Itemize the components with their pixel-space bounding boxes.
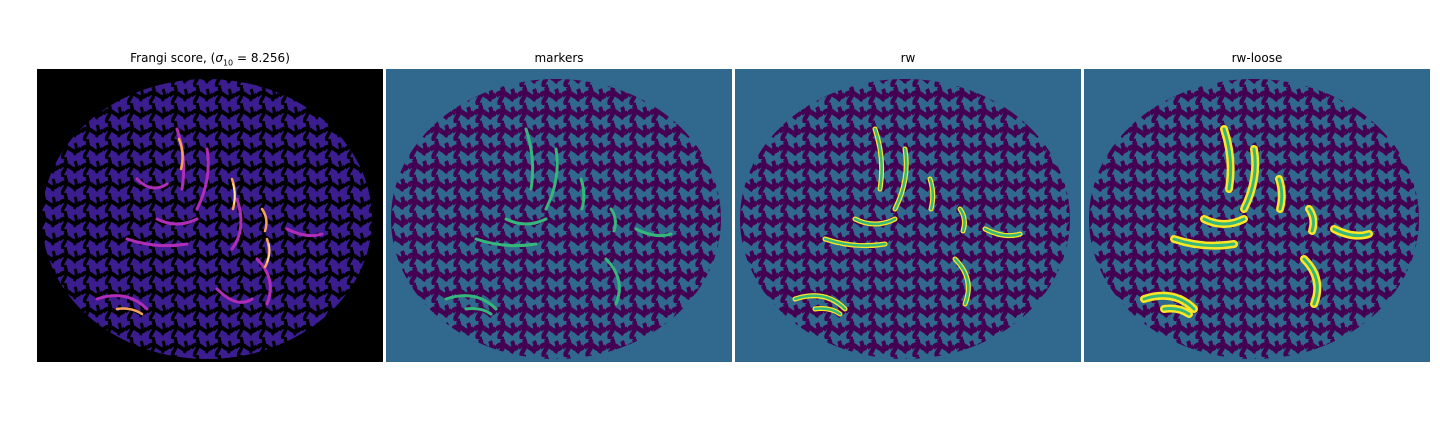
sigma-symbol: σ: [215, 51, 223, 65]
rw-loose-svg: [1084, 69, 1430, 362]
rw-panel-title: rw: [900, 51, 916, 65]
frangi-panel-title: Frangi score, (σ10 = 8.256): [37, 51, 383, 67]
title-prefix: Frangi score, (: [130, 51, 216, 65]
markers-image: [386, 69, 732, 362]
title-suffix: = 8.256): [233, 51, 290, 65]
markers-panel-title: markers: [534, 51, 584, 65]
rw-image: [735, 69, 1081, 362]
rw-svg: [735, 69, 1081, 362]
markers-svg: [386, 69, 732, 362]
sigma-subscript: 10: [222, 58, 234, 68]
rw-loose-panel-title: rw-loose: [1231, 51, 1283, 65]
frangi-tissue: [42, 79, 372, 359]
frangi-svg: [37, 69, 383, 362]
markers-tissue: [391, 79, 721, 359]
frangi-score-image: [37, 69, 383, 362]
rw-loose-tissue: [1089, 79, 1419, 359]
rw-tissue: [740, 79, 1070, 359]
rw-loose-image: [1084, 69, 1430, 362]
